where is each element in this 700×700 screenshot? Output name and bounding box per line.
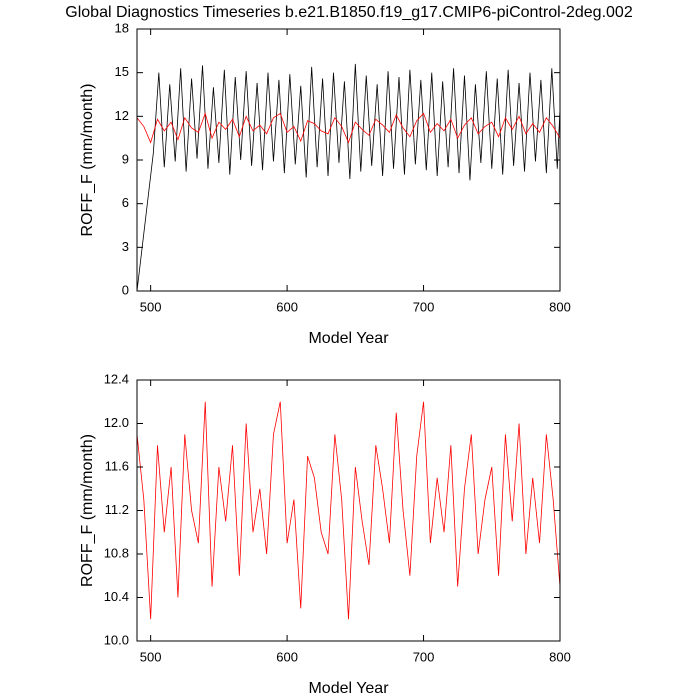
x-axis-label: Model Year — [308, 680, 389, 697]
series-line — [136, 401, 561, 620]
x-tick-label: 600 — [276, 299, 298, 314]
y-tick-label: 6 — [122, 195, 129, 210]
y-tick-label: 12.4 — [104, 371, 129, 386]
y-tick-label: 10.0 — [104, 632, 129, 647]
x-tick-label: 700 — [413, 649, 435, 664]
y-tick-label: 11.2 — [105, 502, 129, 517]
series-line — [136, 112, 561, 144]
y-tick-label: 18 — [115, 20, 129, 35]
series-line — [136, 63, 561, 292]
y-tick-label: 9 — [122, 151, 129, 166]
x-tick-label: 600 — [276, 649, 298, 664]
chart-title: Global Diagnostics Timeseries b.e21.B185… — [65, 4, 633, 21]
x-tick-label: 700 — [413, 299, 435, 314]
y-tick-label: 12 — [115, 108, 129, 123]
x-tick-label: 500 — [140, 649, 162, 664]
x-tick-label: 500 — [140, 299, 162, 314]
y-tick-label: 11.6 — [105, 458, 129, 473]
y-tick-label: 15 — [115, 64, 129, 79]
x-tick-label: 800 — [549, 299, 571, 314]
y-tick-label: 3 — [122, 239, 129, 254]
x-axis-label: Model Year — [308, 330, 389, 347]
x-tick-label: 800 — [549, 649, 571, 664]
y-tick-label: 0 — [122, 282, 129, 297]
y-axis-label: ROFF_F (mm/month) — [79, 434, 96, 587]
plot-frame — [136, 379, 561, 642]
y-tick-label: 12.0 — [104, 415, 129, 430]
y-tick-label: 10.8 — [104, 545, 129, 560]
y-tick-label: 10.4 — [104, 589, 129, 604]
y-axis-label: ROFF_F (mm/month) — [79, 84, 96, 237]
